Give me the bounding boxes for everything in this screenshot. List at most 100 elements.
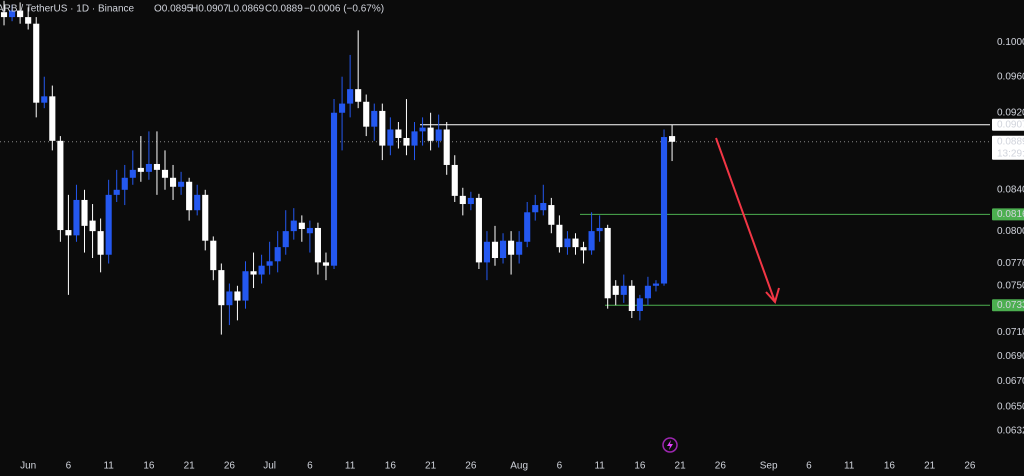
x-tick-label: 21 [924, 461, 936, 472]
candle-body [250, 271, 257, 275]
candle-body [467, 197, 474, 205]
candle-body [57, 140, 64, 231]
candle-body [242, 271, 249, 301]
candle-body [17, 10, 24, 18]
candle-body [347, 89, 354, 104]
x-tick-label: 11 [103, 461, 114, 472]
candle-body [282, 231, 289, 248]
x-tick-label: 11 [345, 461, 356, 472]
x-tick-label: 6 [806, 461, 812, 472]
x-tick-label: Aug [510, 461, 528, 472]
candle-body [379, 110, 386, 146]
candle-body [612, 285, 619, 295]
candle-body [274, 247, 281, 262]
candle-body [314, 227, 321, 263]
x-tick-label: 6 [307, 461, 313, 472]
candle-body [387, 129, 394, 146]
candle-body [266, 261, 273, 266]
level-label: 0.0907 [997, 119, 1024, 130]
candle-body [49, 96, 56, 141]
x-tick-label: 26 [224, 461, 236, 472]
x-tick-label: 16 [884, 461, 896, 472]
ohlc-value: C0.0889 [265, 4, 303, 15]
candle-body [121, 177, 128, 190]
candle-body [532, 205, 539, 213]
x-tick-label: 16 [143, 461, 155, 472]
candle-body [604, 227, 611, 299]
candle-body [226, 291, 233, 306]
candle-body [137, 167, 144, 172]
arrow-head [765, 287, 780, 305]
candle-body [419, 127, 426, 132]
candle-body [395, 129, 402, 138]
candle-body [330, 112, 338, 266]
candle-body [258, 265, 265, 275]
candle-body [524, 212, 531, 242]
candle-body [652, 283, 660, 286]
x-tick-label: 21 [425, 461, 437, 472]
candle-body [636, 298, 643, 311]
candle-body [186, 181, 193, 211]
candle-body [588, 231, 595, 251]
candle-body [491, 241, 499, 259]
x-tick-label: 11 [594, 461, 605, 472]
candle-body [73, 199, 80, 236]
logo[interactable] [662, 437, 678, 453]
y-tick-label: 0.0632 [997, 425, 1024, 436]
candle-body [371, 110, 378, 127]
candle-body [33, 23, 40, 103]
candle-body [169, 177, 177, 187]
x-tick-label: 26 [964, 461, 976, 472]
x-tick-label: 26 [465, 461, 477, 472]
x-tick-label: 16 [634, 461, 646, 472]
x-tick-label: 11 [844, 461, 855, 472]
level-label-bg [992, 118, 1024, 131]
candle-body [210, 240, 217, 271]
logo-icon [667, 440, 673, 450]
candle-body [403, 137, 410, 146]
x-tick-label: 6 [66, 461, 72, 472]
candle-body [572, 238, 579, 248]
level-label-bg [992, 208, 1024, 221]
x-tick-label: Jul [263, 461, 276, 472]
candle-body [660, 137, 668, 284]
axis-bg [990, 0, 1024, 476]
level-label: 0.0733 [997, 300, 1024, 311]
x-tick-label: 6 [557, 461, 563, 472]
candle-body [669, 136, 676, 142]
candle-body [65, 230, 72, 236]
candle-body [105, 194, 112, 255]
candle-body [178, 181, 185, 187]
candle-body [548, 205, 555, 225]
arrow [715, 137, 776, 303]
candle-body [153, 163, 161, 170]
candle-body [540, 203, 547, 211]
candle-body [25, 17, 32, 24]
change: −0.0006 (−0.67%) [304, 4, 384, 15]
x-tick-label: 26 [715, 461, 727, 472]
candle-body [499, 240, 507, 259]
candle-body [363, 101, 370, 127]
ohlc-value: H0.0907 [191, 4, 229, 15]
candle-body [355, 89, 362, 102]
candle-body [0, 12, 8, 18]
candle-body [556, 224, 563, 248]
level-label-bg [992, 299, 1024, 312]
x-tick-label: 16 [385, 461, 397, 472]
candle-body [194, 194, 201, 211]
candle-body [339, 103, 346, 113]
candle-body [290, 220, 297, 232]
